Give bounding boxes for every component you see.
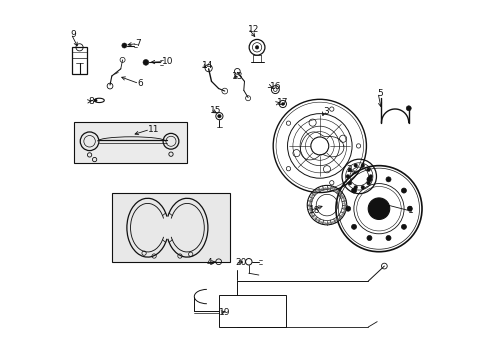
Circle shape: [366, 181, 369, 185]
Text: 3: 3: [323, 107, 328, 116]
Text: 9: 9: [70, 30, 76, 39]
Text: 15: 15: [210, 105, 222, 114]
Circle shape: [351, 224, 356, 229]
Text: 17: 17: [276, 98, 288, 107]
Circle shape: [366, 177, 371, 182]
Text: 13: 13: [231, 72, 243, 81]
Circle shape: [353, 185, 357, 189]
Circle shape: [347, 181, 351, 185]
Text: 6: 6: [137, 79, 142, 88]
Text: 14: 14: [201, 61, 212, 70]
Circle shape: [360, 185, 364, 189]
Circle shape: [281, 103, 284, 105]
Text: 16: 16: [269, 82, 281, 91]
Bar: [112, 193, 230, 262]
Text: 1: 1: [407, 206, 412, 215]
Circle shape: [347, 168, 351, 171]
Circle shape: [255, 45, 258, 49]
Text: 4: 4: [206, 258, 212, 267]
Text: 19: 19: [219, 308, 230, 317]
Circle shape: [122, 43, 126, 48]
Circle shape: [366, 168, 369, 171]
Circle shape: [94, 99, 97, 102]
Circle shape: [367, 198, 389, 220]
Circle shape: [385, 177, 390, 182]
Circle shape: [406, 106, 410, 111]
Circle shape: [366, 235, 371, 240]
Circle shape: [351, 188, 356, 193]
Text: 8: 8: [88, 96, 94, 105]
Text: 12: 12: [247, 25, 259, 34]
Bar: [74, 122, 187, 163]
Circle shape: [353, 164, 357, 167]
Circle shape: [142, 59, 148, 65]
Circle shape: [401, 188, 406, 193]
Circle shape: [360, 164, 364, 167]
Text: 20: 20: [235, 258, 246, 267]
Circle shape: [401, 224, 406, 229]
Circle shape: [345, 206, 350, 211]
Circle shape: [368, 175, 372, 178]
Bar: [219, 295, 285, 327]
Text: 2: 2: [346, 165, 352, 174]
Circle shape: [217, 114, 221, 118]
Text: 18: 18: [308, 206, 320, 215]
Text: 10: 10: [162, 57, 173, 66]
Circle shape: [385, 235, 390, 240]
Text: 5: 5: [376, 89, 382, 98]
Circle shape: [407, 206, 411, 211]
Text: 7: 7: [135, 39, 141, 48]
Bar: [72, 47, 87, 74]
Circle shape: [346, 175, 349, 178]
Text: 11: 11: [147, 125, 159, 134]
Circle shape: [372, 202, 385, 215]
